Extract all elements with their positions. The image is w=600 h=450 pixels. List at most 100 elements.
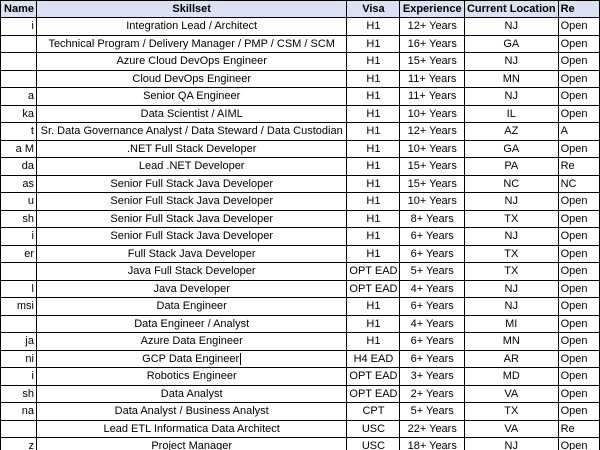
cell-skillset[interactable]: Sr. Data Governance Analyst / Data Stewa… (35, 122, 348, 141)
cell-visa[interactable]: H1 (346, 87, 401, 106)
cell-relocation[interactable]: NC (557, 174, 600, 193)
cell-location[interactable]: NJ (463, 52, 559, 71)
cell-name[interactable]: i (0, 227, 37, 246)
cell-location[interactable]: TX (463, 209, 559, 228)
cell-location[interactable]: AR (463, 349, 559, 368)
cell-experience[interactable]: 12+ Years (399, 122, 465, 141)
cell-skillset[interactable]: Senior Full Stack Java Developer (35, 227, 348, 246)
cell-location[interactable]: NJ (463, 87, 559, 106)
cell-location[interactable]: AZ (463, 122, 559, 141)
cell-relocation[interactable]: Open (557, 192, 600, 211)
cell-experience[interactable]: 8+ Years (399, 209, 465, 228)
cell-experience[interactable]: 15+ Years (399, 157, 465, 176)
cell-experience[interactable]: 6+ Years (399, 332, 465, 351)
cell-visa[interactable]: USC (346, 419, 401, 438)
cell-skillset[interactable]: Cloud DevOps Engineer (35, 69, 348, 88)
cell-location[interactable]: MI (463, 314, 559, 333)
cell-skillset[interactable]: Senior Full Stack Java Developer (35, 209, 348, 228)
cell-skillset[interactable]: Azure Cloud DevOps Engineer (35, 52, 348, 71)
cell-name[interactable]: i (0, 367, 37, 386)
cell-experience[interactable]: 3+ Years (399, 367, 465, 386)
cell-name[interactable] (0, 314, 37, 333)
cell-visa[interactable]: CPT (346, 402, 401, 421)
cell-visa[interactable]: OPT EAD (346, 384, 401, 403)
cell-visa[interactable]: H1 (346, 104, 401, 123)
cell-name[interactable]: ka (0, 104, 37, 123)
cell-location[interactable]: MN (463, 332, 559, 351)
cell-visa[interactable]: H1 (346, 157, 401, 176)
cell-relocation[interactable]: Open (557, 104, 600, 123)
cell-relocation[interactable]: Open (557, 262, 600, 281)
header-relocation[interactable]: Re (557, 0, 600, 18)
cell-experience[interactable]: 11+ Years (399, 69, 465, 88)
cell-experience[interactable]: 10+ Years (399, 192, 465, 211)
cell-relocation[interactable]: Open (557, 367, 600, 386)
cell-experience[interactable]: 6+ Years (399, 349, 465, 368)
cell-skillset[interactable]: Lead .NET Developer (35, 157, 348, 176)
cell-skillset[interactable]: .NET Full Stack Developer (35, 139, 348, 158)
cell-name[interactable]: u (0, 192, 37, 211)
cell-relocation[interactable]: Open (557, 17, 600, 36)
cell-skillset[interactable]: Data Analyst (35, 384, 348, 403)
cell-skillset[interactable]: Java Full Stack Developer (35, 262, 348, 281)
cell-skillset[interactable]: GCP Data Engineer (35, 349, 348, 368)
cell-location[interactable]: PA (463, 157, 559, 176)
cell-relocation[interactable]: Open (557, 437, 600, 450)
cell-relocation[interactable]: Open (557, 279, 600, 298)
cell-visa[interactable]: H1 (346, 332, 401, 351)
cell-experience[interactable]: 16+ Years (399, 34, 465, 53)
cell-location[interactable]: IL (463, 104, 559, 123)
cell-relocation[interactable]: Open (557, 402, 600, 421)
cell-experience[interactable]: 18+ Years (399, 437, 465, 450)
cell-relocation[interactable]: Open (557, 227, 600, 246)
cell-visa[interactable]: H1 (346, 192, 401, 211)
cell-experience[interactable]: 5+ Years (399, 262, 465, 281)
cell-experience[interactable]: 15+ Years (399, 174, 465, 193)
cell-name[interactable] (0, 69, 37, 88)
cell-name[interactable] (0, 262, 37, 281)
cell-experience[interactable]: 5+ Years (399, 402, 465, 421)
cell-skillset[interactable]: Data Scientist / AIML (35, 104, 348, 123)
cell-experience[interactable]: 10+ Years (399, 139, 465, 158)
cell-experience[interactable]: 4+ Years (399, 314, 465, 333)
cell-name[interactable]: er (0, 244, 37, 263)
cell-relocation[interactable]: Open (557, 209, 600, 228)
cell-experience[interactable]: 6+ Years (399, 244, 465, 263)
cell-experience[interactable]: 10+ Years (399, 104, 465, 123)
cell-experience[interactable]: 11+ Years (399, 87, 465, 106)
cell-visa[interactable]: OPT EAD (346, 262, 401, 281)
cell-name[interactable]: i (0, 17, 37, 36)
cell-name[interactable]: sh (0, 209, 37, 228)
cell-visa[interactable]: H1 (346, 314, 401, 333)
cell-name[interactable]: msi (0, 297, 37, 316)
cell-location[interactable]: TX (463, 402, 559, 421)
header-location[interactable]: Current Location (463, 0, 559, 18)
cell-experience[interactable]: 15+ Years (399, 52, 465, 71)
cell-name[interactable]: na (0, 402, 37, 421)
cell-location[interactable]: TX (463, 262, 559, 281)
cell-location[interactable]: NC (463, 174, 559, 193)
cell-location[interactable]: GA (463, 34, 559, 53)
cell-relocation[interactable]: Open (557, 87, 600, 106)
header-skillset[interactable]: Skillset (35, 0, 348, 18)
header-visa[interactable]: Visa (346, 0, 401, 18)
cell-relocation[interactable]: Open (557, 34, 600, 53)
cell-skillset[interactable]: Robotics Engineer (35, 367, 348, 386)
cell-name[interactable]: da (0, 157, 37, 176)
cell-relocation[interactable]: Open (557, 69, 600, 88)
cell-visa[interactable]: H1 (346, 34, 401, 53)
cell-experience[interactable]: 6+ Years (399, 297, 465, 316)
cell-location[interactable]: NJ (463, 227, 559, 246)
cell-skillset[interactable]: Java Developer (35, 279, 348, 298)
cell-relocation[interactable]: Re (557, 157, 600, 176)
cell-relocation[interactable]: Open (557, 314, 600, 333)
cell-location[interactable]: NJ (463, 279, 559, 298)
cell-relocation[interactable]: Open (557, 244, 600, 263)
cell-visa[interactable]: H4 EAD (346, 349, 401, 368)
cell-skillset[interactable]: Azure Data Engineer (35, 332, 348, 351)
cell-experience[interactable]: 2+ Years (399, 384, 465, 403)
cell-name[interactable]: ni (0, 349, 37, 368)
cell-visa[interactable]: H1 (346, 297, 401, 316)
cell-visa[interactable]: OPT EAD (346, 367, 401, 386)
header-experience[interactable]: Experience (399, 0, 465, 18)
